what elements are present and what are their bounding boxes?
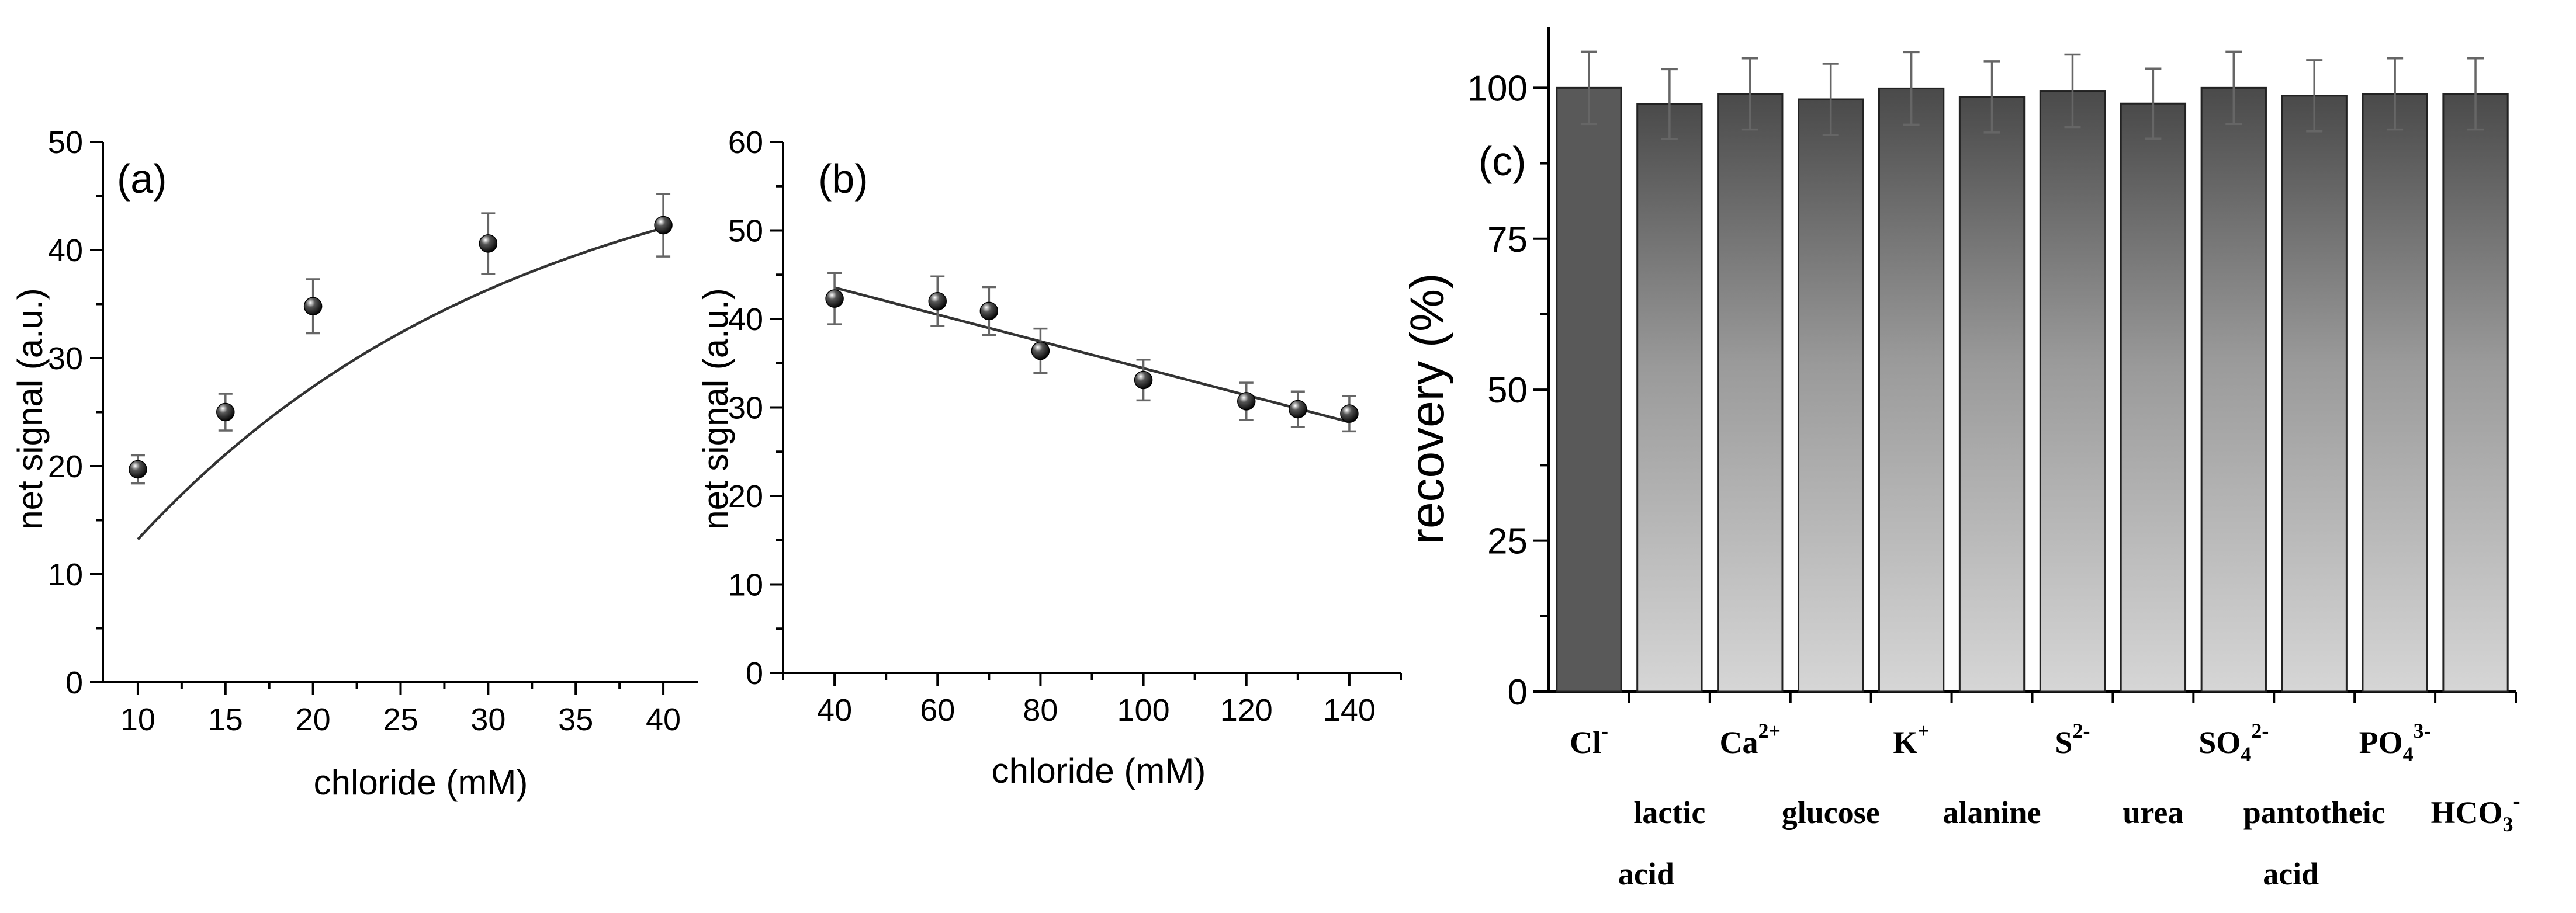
panel-a-data-point xyxy=(654,216,673,235)
panel-a-data-point xyxy=(216,402,235,422)
panel-c-y-axis-label: recovery (%) xyxy=(1401,273,1454,545)
panel-a-y-tick-label: 30 xyxy=(48,341,83,376)
panel-c-category-label: HCO3- xyxy=(2431,789,2520,836)
panel-a-fit-curve xyxy=(137,227,664,540)
panel-b-data-point xyxy=(979,301,999,321)
panel-b-fit-line xyxy=(834,286,1350,423)
panel-b-x-tick-label: 120 xyxy=(1220,693,1273,728)
panel-c-category-label: SO42- xyxy=(2198,719,2269,766)
panel-a-x-tick-label: 40 xyxy=(646,702,681,737)
panel-b-y-tick-label: 0 xyxy=(746,656,763,691)
panel-a-label: (a) xyxy=(117,156,167,202)
panel-c-bar xyxy=(2362,93,2428,693)
panel-b-x-tick-label: 80 xyxy=(1023,693,1058,728)
panel-c-bar xyxy=(1717,93,1784,693)
panel-a-x-tick-label: 35 xyxy=(558,702,593,737)
panel-a-x-tick-label: 20 xyxy=(296,702,331,737)
panel-a-x-tick-label: 10 xyxy=(120,702,155,737)
panel-c-category-label: K+ xyxy=(1893,719,1930,760)
panel-c-category-label: lactic xyxy=(1633,795,1705,830)
panel-b-data-point xyxy=(928,291,947,311)
panel-a-data-point xyxy=(479,234,498,253)
panel-c-bar xyxy=(2120,102,2187,693)
panel-a-y-tick-label: 10 xyxy=(48,557,83,592)
panel-c-y-tick-label: 25 xyxy=(1487,522,1528,562)
panel-a-y-tick-label: 20 xyxy=(48,449,83,484)
panel-b-data-point xyxy=(1340,404,1359,423)
panel-c-category-label: PO43- xyxy=(2359,719,2431,766)
panel-b-data-point xyxy=(1031,341,1050,360)
panel-b-x-tick-label: 100 xyxy=(1117,693,1170,728)
panel-c-y-tick-label: 100 xyxy=(1467,68,1528,109)
panel-c-bar xyxy=(2039,90,2106,693)
panel-c-category-label: Cl- xyxy=(1570,719,1608,760)
panel-c-bar xyxy=(1878,87,1945,693)
panel-c-label: (c) xyxy=(1479,138,1526,184)
panel-b-chart: (b) chloride (mM) net signal (a.u.) 40 60… xyxy=(696,125,1402,790)
panel-a-y-tick-label: 0 xyxy=(65,665,83,700)
panel-c-category-label-line2: acid xyxy=(2263,856,2319,891)
panel-a-x-tick-label: 25 xyxy=(383,702,418,737)
panel-b-y-axis-label: net signal (a.u.) xyxy=(696,288,735,530)
panel-b-x-axis-label: chloride (mM) xyxy=(992,751,1206,790)
panel-c-bar xyxy=(2281,95,2348,693)
panel-c-category-label: S2- xyxy=(2055,719,2090,760)
panel-c-bar xyxy=(1798,98,1864,693)
panel-c-chart: (c) recovery (%) 0 25 50 75 100 Cl-lactic acid… xyxy=(1401,27,2520,891)
panel-b-label: (b) xyxy=(818,156,868,202)
panel-c-bar xyxy=(1636,103,1703,693)
panel-a-data-point xyxy=(303,297,323,315)
panel-c-bar xyxy=(1958,96,2026,693)
panel-c-category-label: Ca2+ xyxy=(1720,719,1781,760)
panel-c-bar xyxy=(2442,93,2509,693)
panel-b-x-tick-label: 60 xyxy=(920,693,955,728)
panel-c-y-tick-label: 0 xyxy=(1508,672,1528,713)
panel-b-data-point xyxy=(1134,370,1153,390)
panel-c-y-tick-label: 50 xyxy=(1487,370,1528,411)
panel-a-data-point xyxy=(129,460,147,479)
panel-b-y-tick-label: 10 xyxy=(728,568,763,603)
panel-c-category-label: glucose xyxy=(1782,795,1880,830)
panel-a-x-tick-label: 15 xyxy=(208,702,243,737)
panel-a-chart: (a) chloride (mM) net signal (a.u.) 10 15… xyxy=(11,125,698,802)
panel-a-y-tick-label: 50 xyxy=(48,125,83,160)
panel-c-bar xyxy=(2200,86,2267,693)
panel-b-y-tick-label: 60 xyxy=(728,125,763,160)
panel-a-y-tick-label: 40 xyxy=(48,233,83,268)
panel-c-y-tick-label: 75 xyxy=(1487,220,1528,260)
panel-a-y-axis-label: net signal (a.u.) xyxy=(11,288,50,530)
panel-c-category-label: pantotheic xyxy=(2243,795,2385,830)
panel-b-x-tick-label: 140 xyxy=(1323,693,1376,728)
panel-c-category-label: urea xyxy=(2123,795,2183,830)
panel-c-bar xyxy=(1556,86,1622,693)
panel-a-x-axis-label: chloride (mM) xyxy=(314,763,528,802)
panel-b-y-tick-label: 50 xyxy=(728,214,763,249)
panel-b-data-point xyxy=(1237,392,1256,411)
panel-b-y-tick-label: 20 xyxy=(728,479,763,514)
panel-b-y-tick-label: 30 xyxy=(728,391,763,426)
panel-b-y-tick-label: 40 xyxy=(728,302,763,337)
panel-a-x-tick-label: 30 xyxy=(470,702,505,737)
panel-b-data-point xyxy=(825,289,844,308)
panel-c-category-label: alanine xyxy=(1943,795,2041,830)
panel-b-data-point xyxy=(1289,400,1307,419)
panel-b-x-tick-label: 40 xyxy=(817,693,852,728)
panel-c-category-label-line2: acid xyxy=(1618,856,1674,891)
